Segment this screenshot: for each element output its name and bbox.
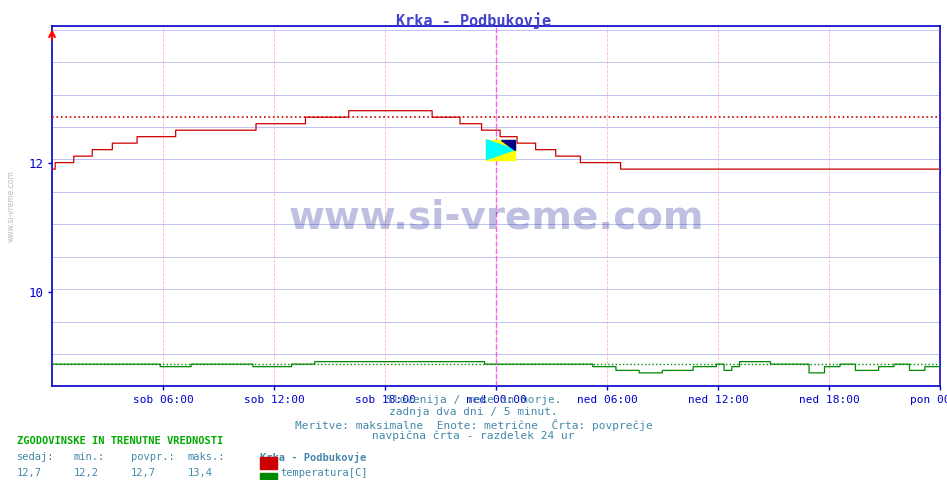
Text: www.si-vreme.com: www.si-vreme.com bbox=[289, 198, 704, 236]
Polygon shape bbox=[501, 140, 515, 150]
Text: Slovenija / reke in morje.: Slovenija / reke in morje. bbox=[385, 395, 562, 405]
Text: povpr.:: povpr.: bbox=[131, 452, 174, 462]
Text: zadnja dva dni / 5 minut.: zadnja dva dni / 5 minut. bbox=[389, 407, 558, 417]
Text: Krka - Podbukovje: Krka - Podbukovje bbox=[396, 12, 551, 29]
Text: maks.:: maks.: bbox=[188, 452, 225, 462]
Text: sedaj:: sedaj: bbox=[17, 452, 55, 462]
Text: www.si-vreme.com: www.si-vreme.com bbox=[7, 170, 16, 242]
Polygon shape bbox=[487, 140, 515, 159]
Text: ZGODOVINSKE IN TRENUTNE VREDNOSTI: ZGODOVINSKE IN TRENUTNE VREDNOSTI bbox=[17, 436, 223, 446]
Text: Meritve: maksimalne  Enote: metrične  Črta: povprečje: Meritve: maksimalne Enote: metrične Črta… bbox=[295, 419, 652, 431]
Text: navpična črta - razdelek 24 ur: navpična črta - razdelek 24 ur bbox=[372, 431, 575, 441]
Text: 12,2: 12,2 bbox=[74, 468, 98, 478]
Text: min.:: min.: bbox=[74, 452, 105, 462]
Text: 12,7: 12,7 bbox=[17, 468, 42, 478]
Text: Krka - Podbukovje: Krka - Podbukovje bbox=[260, 452, 366, 463]
Text: 13,4: 13,4 bbox=[188, 468, 212, 478]
Text: temperatura[C]: temperatura[C] bbox=[280, 468, 367, 478]
Bar bbox=[487, 140, 515, 159]
Text: 12,7: 12,7 bbox=[131, 468, 155, 478]
